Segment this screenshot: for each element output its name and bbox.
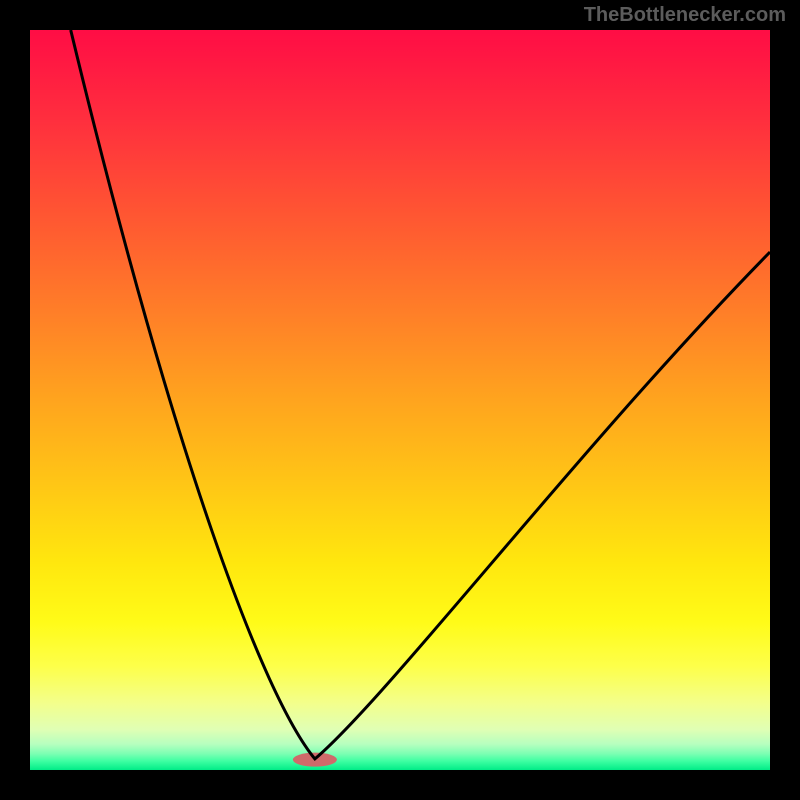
watermark-text: TheBottlenecker.com — [584, 4, 786, 27]
bottleneck-chart: TheBottlenecker.com — [0, 0, 800, 800]
chart-svg — [0, 0, 800, 800]
plot-gradient-background — [30, 30, 770, 770]
